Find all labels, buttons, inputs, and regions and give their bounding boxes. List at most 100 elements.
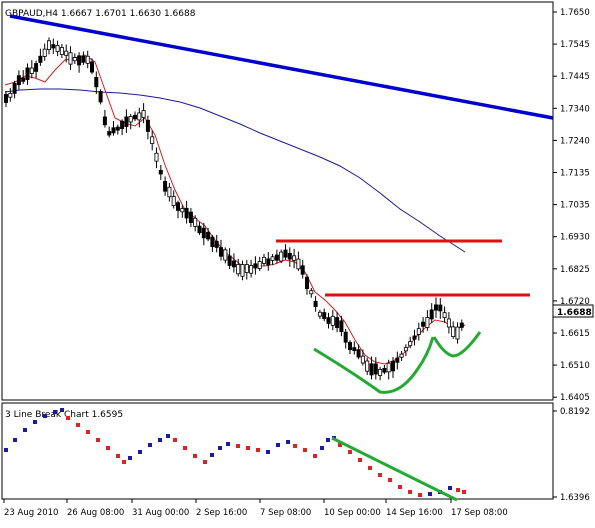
line-break-brick <box>148 443 152 447</box>
slow-moving-average-line <box>4 88 466 253</box>
candle <box>223 247 228 264</box>
candle <box>214 234 219 253</box>
line-break-brick <box>428 492 432 496</box>
candle <box>300 259 305 279</box>
candle <box>158 165 163 180</box>
line-break-brick <box>408 490 412 494</box>
line-break-brick <box>86 430 90 434</box>
candle <box>326 312 331 329</box>
candle <box>459 319 464 331</box>
candle <box>132 111 137 122</box>
candle <box>137 107 142 128</box>
candle <box>322 308 327 322</box>
line-break-brick <box>43 414 47 418</box>
line-break-brick <box>368 466 372 470</box>
line-break-brick <box>4 448 8 452</box>
candle <box>16 70 21 90</box>
candle <box>128 114 133 130</box>
current-price-marker <box>552 304 594 318</box>
candle <box>218 239 223 261</box>
candle <box>330 309 335 331</box>
candle <box>4 90 9 108</box>
line-break-brick <box>13 438 17 442</box>
candle <box>373 357 378 380</box>
candle <box>287 247 292 267</box>
line-break-brick <box>60 408 64 412</box>
candle <box>175 200 180 219</box>
symbol-header: GBPAUD,H4 1.6667 1.6701 1.6630 1.6688 <box>5 9 196 19</box>
candle <box>433 297 438 318</box>
line-break-brick <box>293 444 297 448</box>
subchart-axis: 0.8192 1.6396 <box>553 407 590 503</box>
candle <box>390 357 395 378</box>
candle <box>442 306 447 323</box>
subchart-axis-label: 0.8192 <box>560 407 590 417</box>
line-break-brick <box>266 450 270 454</box>
candle <box>180 205 185 218</box>
candle <box>382 364 387 375</box>
candle <box>257 256 262 272</box>
line-break-brick <box>388 478 392 482</box>
candle <box>386 359 391 380</box>
line-break-brick <box>76 423 80 427</box>
line-break-brick <box>256 448 260 452</box>
candle <box>154 147 159 169</box>
line-break-brick <box>122 460 126 464</box>
candle <box>201 222 206 246</box>
indicator-subwindow[interactable] <box>1 402 554 500</box>
downtrend-line[interactable] <box>9 14 554 120</box>
time-axis-label: 31 Aug 00:00 <box>132 508 189 518</box>
price-axis-label: 1.7445 <box>560 72 590 82</box>
candle <box>12 80 17 99</box>
candle <box>38 48 43 66</box>
line-break-brick <box>313 454 317 458</box>
candle <box>356 344 361 360</box>
candle <box>395 351 400 370</box>
price-axis-label: 1.7035 <box>560 201 590 211</box>
candle <box>365 357 370 375</box>
candle <box>163 176 168 196</box>
line-break-brick <box>96 438 100 442</box>
time-axis-label: 14 Sep 16:00 <box>386 508 443 518</box>
line-break-brick <box>226 442 230 446</box>
candle <box>335 311 340 333</box>
candle <box>360 349 365 366</box>
candle <box>141 103 146 124</box>
candle <box>309 287 314 298</box>
handle-pattern-curve[interactable] <box>432 331 482 358</box>
subchart-axis-label: 1.6396 <box>560 493 590 503</box>
candle <box>283 244 288 260</box>
candle <box>167 183 172 202</box>
candle <box>210 234 215 252</box>
cup-pattern-curve[interactable] <box>313 336 435 394</box>
price-axis-label: 1.7650 <box>560 8 590 18</box>
price-axis-label: 1.7240 <box>560 136 590 146</box>
candle <box>343 328 348 349</box>
price-axis-label: 1.6510 <box>560 361 590 371</box>
time-axis-label: 10 Sep 00:00 <box>324 508 381 518</box>
candle <box>55 40 60 57</box>
time-axis-label: 23 Aug 2010 <box>4 508 58 518</box>
three-line-break-bricks <box>4 408 466 497</box>
candle <box>347 340 352 354</box>
candle <box>313 296 318 312</box>
subchart-trend-line[interactable] <box>331 436 458 502</box>
candle <box>34 60 39 79</box>
candle <box>193 215 198 232</box>
subchart-title: 3 Line Break Chart 1.6595 <box>5 410 123 420</box>
candle <box>249 259 254 278</box>
candle <box>270 253 275 266</box>
current-price-value: 1.6688 <box>557 308 592 318</box>
candle <box>266 252 271 271</box>
candle <box>403 344 408 357</box>
time-axis-label: 26 Aug 08:00 <box>67 508 124 518</box>
candle <box>98 89 103 105</box>
candle <box>94 71 99 95</box>
line-break-brick <box>326 438 330 442</box>
candle <box>412 329 417 346</box>
candle <box>421 317 426 333</box>
line-break-brick <box>398 485 402 489</box>
line-break-brick <box>138 450 142 454</box>
candle <box>184 200 189 224</box>
